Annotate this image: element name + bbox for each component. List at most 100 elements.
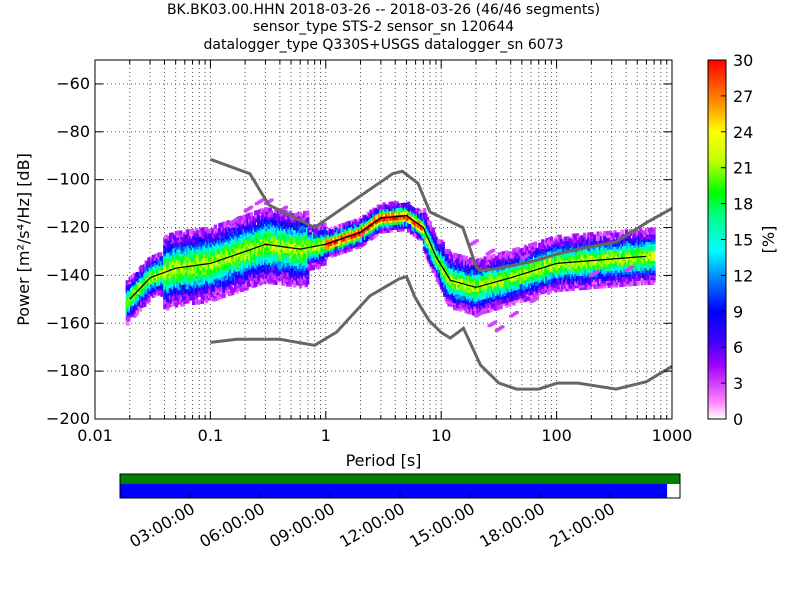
density-cell: [303, 261, 307, 266]
density-cell: [323, 229, 327, 235]
density-cell: [440, 239, 444, 245]
density-cell: [502, 301, 506, 307]
density-cell: [274, 254, 278, 259]
density-cell: [343, 234, 347, 239]
density-cell: [298, 211, 303, 217]
density-cell: [163, 254, 167, 259]
density-cell: [305, 212, 310, 218]
density-cell: [189, 296, 193, 301]
density-cell: [375, 210, 379, 215]
density-cell: [194, 295, 199, 300]
density-cell: [401, 226, 405, 232]
density-cell: [269, 210, 274, 215]
density-cell: [542, 289, 546, 294]
density-cell: [533, 241, 538, 247]
density-cell: [523, 297, 528, 302]
density-cell: [506, 273, 510, 279]
density-cell: [487, 269, 492, 275]
density-cell: [499, 304, 503, 310]
density-cell: [317, 259, 321, 265]
density-cell: [274, 266, 278, 271]
density-cell: [435, 265, 440, 271]
density-cell: [492, 253, 496, 259]
density-cell: [274, 251, 278, 257]
density-cell: [199, 237, 203, 242]
density-cell: [249, 269, 254, 275]
density-cell: [399, 212, 404, 218]
density-cell: [222, 293, 226, 299]
density-cell: [494, 296, 499, 301]
density-cell: [213, 277, 218, 282]
density-cell: [437, 267, 441, 273]
density-cell: [219, 292, 223, 297]
density-cell: [434, 241, 438, 247]
density-cell: [317, 250, 321, 255]
density-cell: [153, 275, 157, 281]
density-cell: [236, 221, 241, 227]
density-cell: [167, 283, 171, 289]
density-cell: [215, 252, 219, 258]
density-cell: [128, 279, 132, 285]
density-cell: [177, 232, 181, 238]
density-cell: [448, 251, 453, 257]
density-cell: [471, 289, 476, 294]
density-cell: [454, 253, 458, 258]
density-cell: [177, 300, 181, 305]
density-cell: [127, 316, 131, 322]
density-cell: [310, 239, 314, 245]
density-cell: [194, 280, 199, 286]
density-cell: [443, 287, 447, 293]
density-cell: [264, 207, 268, 212]
density-cell: [261, 243, 265, 249]
density-cell: [398, 227, 402, 232]
density-cell: [484, 299, 489, 304]
density-cell: [458, 304, 463, 310]
density-cell: [422, 207, 427, 213]
density-cell: [464, 256, 469, 261]
density-cell: [213, 224, 218, 230]
density-cell: [389, 227, 394, 233]
density-cell: [184, 265, 189, 271]
density-cell: [138, 283, 143, 288]
density-cell: [434, 236, 438, 242]
density-cell: [305, 272, 310, 278]
density-cell: [145, 275, 150, 281]
density-cell: [192, 300, 196, 306]
density-cell: [456, 306, 460, 311]
density-cell: [288, 210, 293, 216]
density-cell: [164, 234, 169, 240]
density-cell: [145, 285, 150, 290]
density-cell: [219, 294, 223, 300]
density-cell: [441, 285, 445, 290]
density-cell: [186, 298, 190, 304]
density-cell: [219, 272, 223, 278]
density-cell: [526, 296, 531, 302]
density-cell: [441, 253, 445, 259]
density-cell: [219, 222, 223, 228]
density-cell: [515, 297, 519, 303]
density-cell: [278, 252, 282, 257]
density-cell: [153, 278, 157, 283]
density-cell: [128, 284, 132, 289]
density-cell: [476, 311, 480, 316]
density-cell: [233, 270, 238, 275]
density-cell: [425, 245, 430, 251]
density-cell: [166, 279, 170, 285]
density-cell: [313, 250, 317, 256]
density-cell: [164, 270, 169, 276]
density-cell: [533, 294, 538, 299]
density-cell: [481, 295, 486, 300]
density-cell: [340, 249, 345, 255]
density-cell: [438, 265, 443, 271]
density-cell: [509, 253, 513, 259]
density-cell: [217, 232, 222, 238]
density-cell: [529, 262, 533, 267]
density-cell: [209, 242, 213, 248]
density-cell: [440, 282, 444, 288]
density-cell: [399, 207, 404, 213]
density-cell: [492, 282, 496, 288]
density-cell: [207, 259, 212, 265]
density-cell: [454, 255, 458, 261]
density-cell: [317, 247, 321, 253]
